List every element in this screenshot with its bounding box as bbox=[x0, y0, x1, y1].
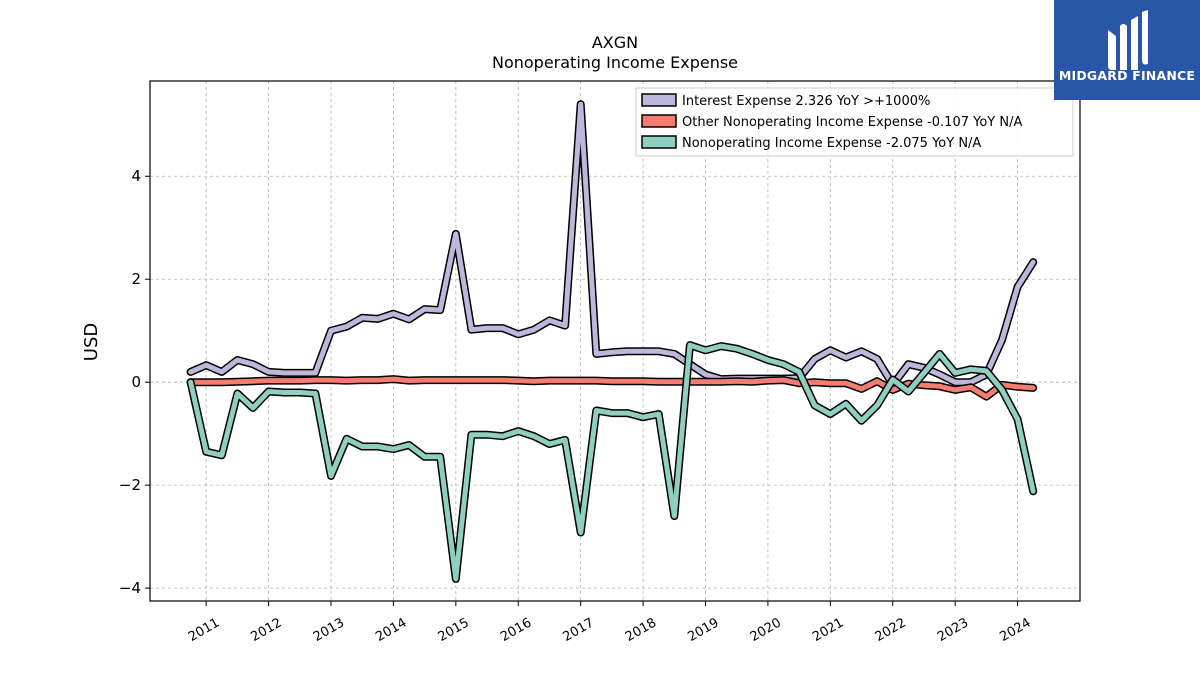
x-tick-label: 2018 bbox=[623, 615, 659, 645]
grid bbox=[150, 81, 1080, 601]
y-tick-label: 2 bbox=[131, 270, 141, 288]
x-tick-label: 2014 bbox=[373, 615, 409, 645]
x-tick-label: 2012 bbox=[248, 615, 284, 645]
logo-text: MIDGARD FINANCE bbox=[1058, 68, 1196, 83]
y-tick-label: 4 bbox=[131, 167, 141, 185]
x-tick-label: 2023 bbox=[935, 615, 971, 645]
y-axis-label: USD bbox=[81, 323, 102, 361]
legend-swatch-other-nonoperating bbox=[641, 114, 677, 128]
legend-swatch-interest-expense bbox=[641, 93, 677, 107]
x-tick-label: 2013 bbox=[311, 615, 347, 645]
x-tick-label: 2011 bbox=[186, 615, 222, 645]
plot-frame bbox=[149, 80, 1081, 602]
x-tick-label: 2017 bbox=[561, 615, 597, 645]
legend-swatch-nonoperating-income-expense bbox=[641, 135, 677, 149]
y-tick-label: −2 bbox=[119, 476, 141, 494]
legend-label-other-nonoperating: Other Nonoperating Income Expense -0.107… bbox=[682, 115, 1022, 130]
midgard-logo-icon bbox=[1108, 10, 1148, 70]
legend-label-nonoperating-income-expense: Nonoperating Income Expense -2.075 YoY N… bbox=[682, 136, 981, 151]
y-tick-label: −4 bbox=[119, 579, 141, 597]
x-tick-label: 2021 bbox=[810, 615, 846, 645]
chart-subtitle: Nonoperating Income Expense bbox=[492, 53, 738, 72]
legend: Interest Expense 2.326 YoY >+1000% Other… bbox=[635, 87, 1074, 157]
legend-label-interest-expense: Interest Expense 2.326 YoY >+1000% bbox=[682, 94, 930, 109]
legend-box bbox=[635, 87, 1074, 157]
x-tick-label: 2020 bbox=[748, 615, 784, 645]
x-tick-label: 2022 bbox=[873, 615, 909, 645]
x-tick-label: 2016 bbox=[498, 615, 534, 645]
series-layer bbox=[186, 100, 1038, 583]
y-tick-label: 0 bbox=[131, 373, 141, 391]
brand-logo: MIDGARD FINANCE bbox=[1054, 0, 1200, 100]
x-tick-label: 2024 bbox=[997, 615, 1033, 645]
x-tick-label: 2019 bbox=[685, 615, 721, 645]
x-tick-label: 2015 bbox=[436, 615, 472, 645]
chart-title: AXGN bbox=[592, 33, 638, 52]
series-line-nonoperating-income-expense bbox=[188, 342, 1036, 582]
series-line-other-nonoperating bbox=[188, 376, 1036, 400]
